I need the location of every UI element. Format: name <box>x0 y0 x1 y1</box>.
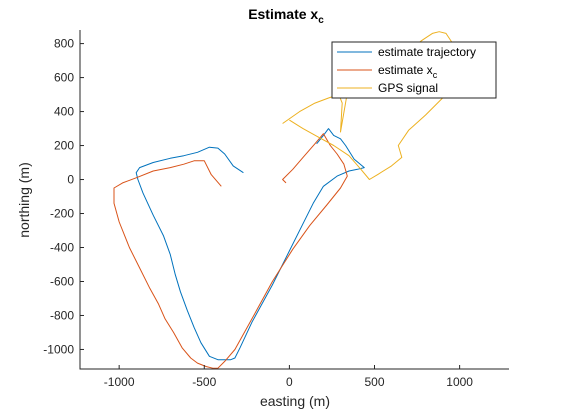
chart-title: Estimate xc <box>248 6 324 26</box>
x-axis-label: easting (m) <box>260 393 330 409</box>
legend-label-3: GPS signal <box>378 81 438 95</box>
series-line-1 <box>135 128 365 361</box>
y-tick-label: -400 <box>50 241 74 255</box>
y-axis-label: northing (m) <box>16 162 32 237</box>
y-tick-label: 0 <box>67 173 74 187</box>
x-tick-label: 1000 <box>446 375 473 389</box>
x-tick-label: 0 <box>286 375 293 389</box>
chart-title-main: Estimate x <box>248 6 318 22</box>
y-tick-label: 400 <box>54 105 74 119</box>
axis-lines <box>79 30 509 370</box>
y-tick-label: 600 <box>54 71 74 85</box>
chart-title-subscript: c <box>318 15 324 26</box>
legend-label-2: estimate xc <box>378 63 438 80</box>
series-line-2 <box>113 133 348 369</box>
y-tick-label: -1000 <box>43 342 74 356</box>
y-tick-label: 200 <box>54 139 74 153</box>
y-tick-label: -800 <box>50 308 74 322</box>
x-tick-label: -500 <box>192 375 216 389</box>
y-tick-label: 800 <box>54 37 74 51</box>
y-tick-label: -600 <box>50 274 74 288</box>
legend-label-1: estimate trajectory <box>378 45 476 59</box>
x-tick-label: 500 <box>364 375 384 389</box>
x-tick-label: -1000 <box>104 375 135 389</box>
y-tick-label: -200 <box>50 207 74 221</box>
y-axis-ticks: 800 600 400 200 0 -200 -400 -600 -800 -1000 <box>43 37 84 356</box>
x-axis-ticks: -1000 -500 0 500 1000 <box>104 365 473 389</box>
